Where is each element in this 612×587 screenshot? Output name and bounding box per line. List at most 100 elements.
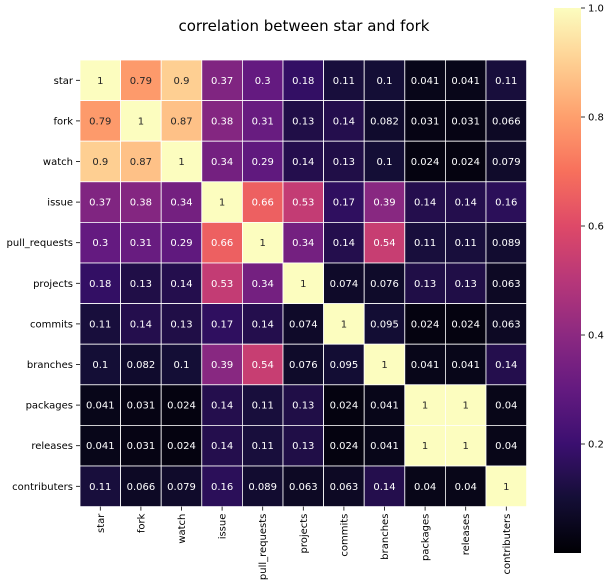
cell-value-label: 0.076 bbox=[289, 360, 318, 371]
cell-value-label: 0.063 bbox=[492, 279, 521, 290]
heatmap-cell bbox=[282, 140, 324, 183]
heatmap-cell bbox=[323, 221, 365, 264]
cell-value-label: 0.11 bbox=[495, 76, 517, 87]
heatmap-cell bbox=[323, 181, 365, 223]
cell-value-label: 0.34 bbox=[252, 279, 274, 290]
x-tick-label: releases bbox=[461, 514, 472, 556]
cell-value-label: 0.11 bbox=[455, 238, 477, 249]
heatmap-cell bbox=[323, 303, 365, 345]
cell-value-label: 0.11 bbox=[252, 441, 274, 452]
heatmap-cell bbox=[160, 384, 203, 426]
cell-value-label: 0.9 bbox=[92, 157, 108, 168]
cell-value-label: 0.04 bbox=[414, 482, 436, 493]
cell-value-label: 0.54 bbox=[373, 238, 395, 249]
cell-value-label: 0.87 bbox=[130, 157, 152, 168]
cell-value-label: 1 bbox=[422, 401, 428, 412]
colorbar: 0.2 0.4 0.6 0.8 1.0 bbox=[554, 4, 604, 553]
y-tick-label: fork bbox=[53, 116, 73, 127]
cell-value-label: 0.04 bbox=[495, 401, 517, 412]
heatmap-cell bbox=[363, 303, 406, 345]
cell-value-label: 0.041 bbox=[370, 441, 399, 452]
cell-value-label: 0.14 bbox=[292, 157, 314, 168]
heatmap-cell bbox=[404, 262, 446, 304]
heatmap-cell bbox=[485, 384, 527, 426]
cell-value-label: 1 bbox=[138, 116, 144, 127]
cell-value-label: 0.13 bbox=[292, 401, 314, 412]
cell-value-label: 0.074 bbox=[289, 319, 318, 330]
heatmap-cell bbox=[160, 181, 203, 223]
cell-value-label: 0.074 bbox=[330, 279, 359, 290]
x-tick-label: pull_requests bbox=[258, 514, 269, 580]
heatmap-cell bbox=[363, 384, 406, 426]
cell-value-label: 0.11 bbox=[252, 401, 274, 412]
heatmap-cell bbox=[323, 140, 365, 183]
cell-value-label: 0.3 bbox=[92, 238, 108, 249]
heatmap-cell bbox=[201, 303, 243, 345]
cell-value-label: 0.87 bbox=[170, 116, 192, 127]
cell-value-label: 0.13 bbox=[292, 116, 314, 127]
cell-value-label: 0.14 bbox=[170, 279, 192, 290]
cell-value-label: 0.1 bbox=[92, 360, 108, 371]
heatmap-cell bbox=[485, 100, 527, 142]
heatmap-cell bbox=[201, 181, 243, 223]
cell-value-label: 0.34 bbox=[292, 238, 314, 249]
heatmap-cell bbox=[241, 221, 284, 264]
y-tick-label: issue bbox=[47, 198, 73, 209]
heatmap-cell bbox=[485, 465, 527, 507]
heatmap-cells: 1 0.79 0.9 0.37 0.3 0.18 0.11 0.1 0.041 0.041 0.11… bbox=[79, 59, 527, 507]
heatmap-cell bbox=[444, 100, 487, 142]
cell-value-label: 0.14 bbox=[130, 319, 152, 330]
heatmap-cell bbox=[241, 140, 284, 183]
heatmap-cell bbox=[485, 140, 527, 183]
cell-value-label: 0.066 bbox=[127, 482, 156, 493]
cell-value-label: 1 bbox=[381, 360, 387, 371]
cell-value-label: 0.38 bbox=[211, 116, 233, 127]
heatmap-cell bbox=[363, 100, 406, 142]
cell-value-label: 0.3 bbox=[255, 76, 271, 87]
heatmap-cell bbox=[282, 59, 324, 101]
cell-value-label: 0.29 bbox=[170, 238, 192, 249]
cell-value-label: 0.1 bbox=[174, 360, 190, 371]
heatmap-cell bbox=[404, 384, 446, 426]
cell-value-label: 0.024 bbox=[167, 401, 196, 412]
x-tick-label: commits bbox=[339, 514, 350, 557]
cell-value-label: 0.041 bbox=[411, 360, 440, 371]
heatmap-cell bbox=[160, 303, 203, 345]
heatmap-cell bbox=[404, 424, 446, 467]
heatmap-cell bbox=[120, 465, 162, 507]
heatmap-cell bbox=[79, 221, 121, 264]
cell-value-label: 0.16 bbox=[495, 198, 517, 209]
cell-value-label: 1 bbox=[463, 401, 469, 412]
cell-value-label: 0.13 bbox=[292, 441, 314, 452]
heatmap-cell bbox=[444, 465, 487, 507]
chart-title: correlation between star and fork bbox=[178, 17, 429, 35]
cell-value-label: 0.31 bbox=[252, 116, 274, 127]
cell-value-label: 0.11 bbox=[89, 482, 111, 493]
heatmap-cell bbox=[485, 181, 527, 223]
cell-value-label: 0.53 bbox=[211, 279, 233, 290]
heatmap-cell bbox=[79, 100, 121, 142]
cell-value-label: 0.031 bbox=[451, 116, 480, 127]
heatmap-cell bbox=[282, 100, 324, 142]
cell-value-label: 0.13 bbox=[455, 279, 477, 290]
heatmap-cell bbox=[79, 303, 121, 345]
heatmap-cell bbox=[282, 262, 324, 304]
heatmap-cell bbox=[79, 384, 121, 426]
heatmap-cell bbox=[160, 221, 203, 264]
cell-value-label: 1 bbox=[463, 441, 469, 452]
y-tick-label: packages bbox=[26, 401, 73, 412]
cell-value-label: 0.38 bbox=[130, 198, 152, 209]
cell-value-label: 0.18 bbox=[89, 279, 111, 290]
heatmap-cell bbox=[160, 465, 203, 507]
cell-value-label: 0.13 bbox=[333, 157, 355, 168]
heatmap-cell bbox=[485, 59, 527, 101]
row-labels: star fork watch issue pull_requests projects c… bbox=[7, 76, 80, 493]
cell-value-label: 0.041 bbox=[411, 76, 440, 87]
heatmap-cell bbox=[363, 465, 406, 507]
heatmap-cell bbox=[444, 303, 487, 345]
cell-value-label: 0.13 bbox=[414, 279, 436, 290]
cell-value-label: 1 bbox=[219, 198, 225, 209]
heatmap-cell bbox=[79, 140, 121, 183]
cell-value-label: 0.13 bbox=[170, 319, 192, 330]
cell-value-label: 0.14 bbox=[211, 441, 233, 452]
